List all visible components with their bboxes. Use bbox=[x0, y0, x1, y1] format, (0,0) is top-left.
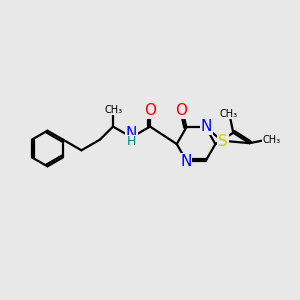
Text: O: O bbox=[144, 103, 156, 118]
Text: N: N bbox=[180, 154, 191, 169]
Text: O: O bbox=[176, 103, 188, 118]
Text: N: N bbox=[201, 119, 212, 134]
Text: CH₃: CH₃ bbox=[105, 105, 123, 115]
Text: H: H bbox=[127, 135, 136, 148]
Text: N: N bbox=[126, 126, 137, 141]
Text: CH₃: CH₃ bbox=[220, 109, 238, 119]
Text: CH₃: CH₃ bbox=[263, 135, 281, 145]
Text: S: S bbox=[218, 134, 228, 149]
